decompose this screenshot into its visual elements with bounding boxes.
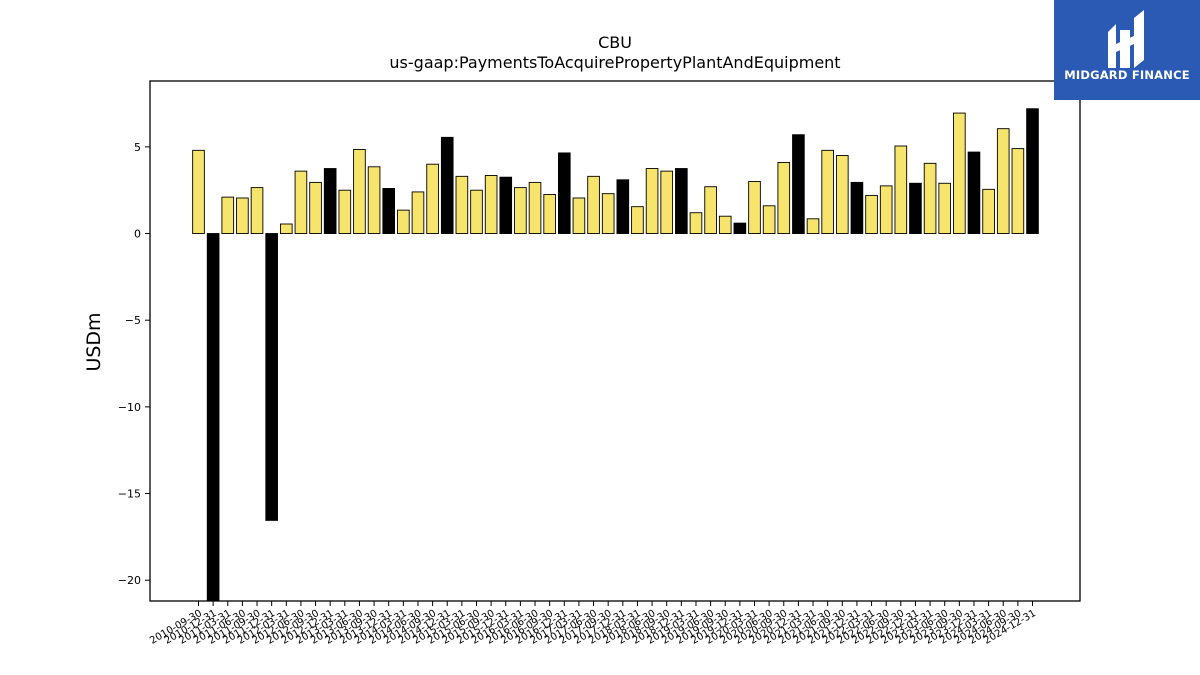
bar-2017-12-31 — [616, 179, 630, 234]
bar-2016-09-30 — [543, 194, 556, 234]
bar-2016-03-31 — [514, 187, 527, 234]
y-tick-label: 0 — [134, 228, 141, 241]
brand-logo: MIDGARD FINANCE — [1054, 0, 1200, 100]
bar-2023-12-31 — [967, 151, 981, 234]
midgard-logo-icon — [1108, 10, 1144, 68]
bar-2022-12-31 — [909, 182, 922, 234]
bar-2015-09-30 — [484, 175, 498, 234]
bar-2021-03-31 — [806, 218, 820, 234]
bar-2010-12-31 — [206, 233, 220, 602]
y-tick-label: −10 — [118, 401, 141, 414]
y-axis-label: USDm — [83, 312, 105, 371]
bar-2011-03-31 — [221, 196, 235, 234]
bar-2014-09-30 — [426, 163, 439, 234]
bar-2022-09-30 — [894, 145, 908, 234]
bar-2013-03-31 — [338, 189, 352, 234]
bar-2012-09-30 — [309, 181, 322, 234]
bar-2011-06-30 — [236, 197, 249, 234]
bar-2018-12-31 — [675, 168, 688, 234]
bar-2015-12-31 — [499, 176, 513, 234]
bar-2024-12-31 — [1026, 108, 1039, 234]
bar-2022-03-31 — [865, 194, 878, 234]
bar-2021-06-30 — [821, 149, 834, 234]
bar-2023-06-30 — [938, 182, 952, 234]
bar-2019-03-31 — [689, 212, 703, 234]
bar-2019-06-30 — [704, 186, 717, 234]
bar-2024-03-31 — [982, 188, 995, 234]
bar-2014-12-31 — [440, 136, 454, 234]
bar-2023-03-31 — [923, 162, 937, 234]
y-tick-label: −20 — [118, 574, 141, 587]
bar-2012-03-31 — [279, 223, 293, 234]
bar-2011-09-30 — [250, 187, 264, 234]
bar-2019-09-30 — [718, 215, 732, 234]
bar-2017-06-30 — [587, 175, 600, 234]
bar-series — [192, 108, 1039, 602]
bar-2021-09-30 — [835, 155, 849, 234]
bar-2014-06-30 — [411, 191, 425, 234]
y-tick-label: −5 — [125, 314, 141, 327]
bar-2013-09-30 — [367, 166, 381, 234]
y-tick-label: −15 — [118, 488, 141, 501]
bar-2017-03-31 — [572, 197, 586, 234]
bar-2011-12-31 — [265, 233, 278, 521]
bar-2013-12-31 — [382, 188, 396, 234]
bar-2020-09-30 — [777, 162, 791, 234]
bar-2021-12-31 — [850, 181, 864, 234]
bar-2018-03-31 — [631, 206, 644, 234]
bar-2024-06-30 — [996, 128, 1010, 234]
plot-frame — [149, 80, 1081, 602]
bar-2019-12-31 — [733, 222, 747, 234]
bar-2018-06-30 — [645, 168, 659, 234]
bar-2018-09-30 — [660, 170, 674, 234]
chart-subtitle: us-gaap:PaymentsToAcquirePropertyPlantAn… — [389, 53, 840, 72]
bar-2016-12-31 — [557, 152, 571, 234]
y-axis: 5 0 −5 −10 −15 −20 — [118, 141, 150, 587]
bar-2014-03-31 — [397, 209, 410, 234]
bar-2022-06-30 — [879, 185, 893, 234]
bar-2013-06-30 — [353, 149, 366, 234]
bar-2020-06-30 — [762, 205, 776, 234]
bar-2020-03-31 — [748, 181, 761, 234]
bar-2016-06-30 — [528, 181, 542, 234]
bar-2012-06-30 — [294, 170, 308, 234]
bar-2010-09-30 — [192, 149, 205, 234]
logo-text: MIDGARD FINANCE — [1064, 68, 1190, 82]
x-axis: 2010-09-302010-12-312011-03-312011-06-30… — [148, 601, 1038, 647]
bar-2015-06-30 — [470, 189, 483, 234]
bar-2024-09-30 — [1011, 148, 1025, 234]
bar-2017-09-30 — [601, 193, 615, 234]
bar-2012-12-31 — [323, 168, 337, 234]
bar-2023-09-30 — [953, 112, 966, 234]
bar-2020-12-31 — [792, 134, 805, 234]
y-tick-label: 5 — [134, 141, 141, 154]
chart-title: CBU — [598, 33, 632, 52]
bar-2015-03-31 — [455, 175, 469, 234]
